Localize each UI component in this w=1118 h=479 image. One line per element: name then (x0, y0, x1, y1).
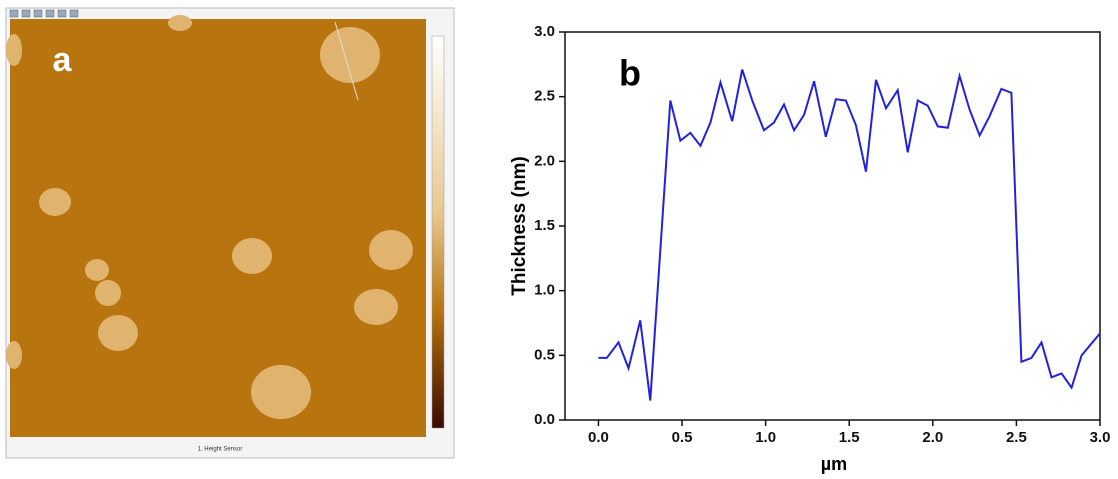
y-tick-label: 2.0 (534, 152, 555, 169)
y-axis-label: Thickness (nm) (509, 156, 530, 295)
data-line (598, 69, 1101, 401)
y-tick-label: 1.0 (534, 282, 555, 299)
afm-panel: a 1. Height Sensor (5, 7, 455, 459)
color-bar (431, 35, 445, 429)
x-tick-label: 0.5 (672, 429, 693, 446)
x-tick-label: 1.0 (755, 429, 776, 446)
panel-label: a (53, 41, 73, 79)
panel-label: b (619, 53, 641, 94)
x-tick-label: 3.0 (1090, 429, 1111, 446)
x-tick-label: 0.0 (588, 429, 609, 446)
x-tick-label: 2.0 (922, 429, 943, 446)
image-caption: 1. Height Sensor (198, 447, 243, 453)
y-tick-label: 2.5 (534, 88, 555, 105)
x-tick-label: 1.5 (839, 429, 860, 446)
y-tick-label: 0.0 (534, 411, 555, 428)
y-tick-label: 1.5 (534, 217, 555, 234)
y-tick-label: 0.5 (534, 346, 555, 363)
x-axis-label: µm (821, 454, 847, 474)
chart: 0.0 0.5 1.0 1.5 2.0 2.5 3.0 0.0 0.5 1.0 1.5 2.0 2.5 3… (509, 23, 1110, 474)
toolbar (9, 9, 79, 18)
afm-image (10, 19, 426, 437)
y-tick-label: 3.0 (534, 23, 555, 40)
x-tick-label: 2.5 (1006, 429, 1027, 446)
flakes (6, 15, 413, 419)
profile-line (334, 21, 359, 101)
